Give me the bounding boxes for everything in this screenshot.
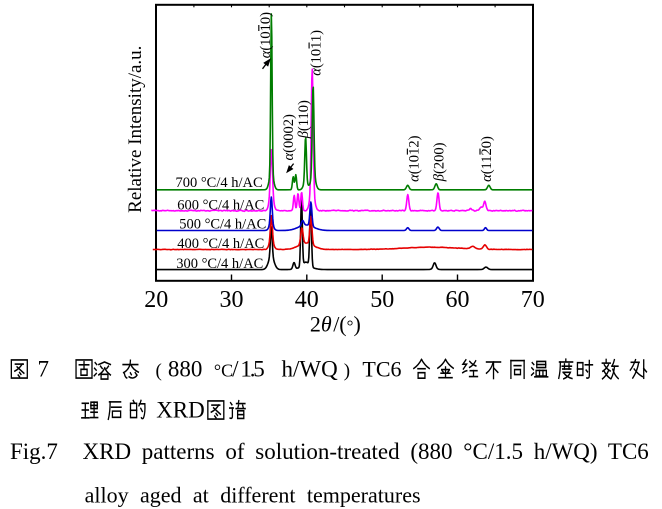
- svg-text:40: 40: [295, 287, 319, 313]
- svg-text:/(°): /(°): [333, 312, 361, 337]
- svg-text:β(110): β(110): [296, 100, 312, 139]
- svg-text:50: 50: [370, 287, 394, 313]
- svg-text:/: /: [232, 357, 239, 382]
- svg-text:300 °C/4 h/AC: 300 °C/4 h/AC: [176, 256, 263, 272]
- svg-text:Relative Intensity/a.u.: Relative Intensity/a.u.: [125, 46, 146, 213]
- svg-text:α(1120): α(1120): [479, 136, 495, 182]
- svg-text:70: 70: [521, 287, 545, 313]
- svg-text:α(1010): α(1010): [258, 12, 274, 58]
- svg-text:α(1012): α(1012): [407, 135, 423, 181]
- svg-text:400 °C/4 h/AC: 400 °C/4 h/AC: [177, 236, 264, 252]
- svg-text:1: 1: [240, 357, 252, 382]
- svg-text:XRD patterns of solution-treat: XRD patterns of solution-treated (880 °C…: [83, 439, 649, 464]
- svg-text:α(0002): α(0002): [281, 114, 297, 160]
- svg-text:TC6: TC6: [362, 357, 401, 382]
- svg-text:°C: °C: [214, 361, 233, 381]
- svg-text:alloy aged at different temper: alloy aged at different temperatures: [85, 482, 421, 507]
- svg-text:600 °C/4 h/AC: 600 °C/4 h/AC: [177, 198, 264, 214]
- svg-text:60: 60: [446, 287, 470, 313]
- svg-text:5: 5: [253, 357, 265, 382]
- svg-text:20: 20: [144, 287, 168, 313]
- svg-text:880: 880: [168, 357, 203, 382]
- svg-text:30: 30: [220, 287, 244, 313]
- svg-text:.: .: [250, 357, 256, 382]
- svg-text:β(200): β(200): [432, 142, 448, 182]
- svg-text:2θ: 2θ: [310, 312, 332, 337]
- svg-text:h/WQ: h/WQ: [282, 357, 339, 382]
- svg-text:): ): [344, 361, 350, 382]
- svg-text:7: 7: [38, 357, 50, 382]
- svg-text:α(1011): α(1011): [308, 30, 324, 76]
- svg-text:700 °C/4 h/AC: 700 °C/4 h/AC: [176, 175, 263, 191]
- svg-text:500 °C/4 h/AC: 500 °C/4 h/AC: [179, 217, 266, 233]
- svg-text:(: (: [156, 361, 162, 382]
- svg-text:XRD: XRD: [156, 398, 205, 423]
- svg-text:Fig.7: Fig.7: [10, 439, 58, 464]
